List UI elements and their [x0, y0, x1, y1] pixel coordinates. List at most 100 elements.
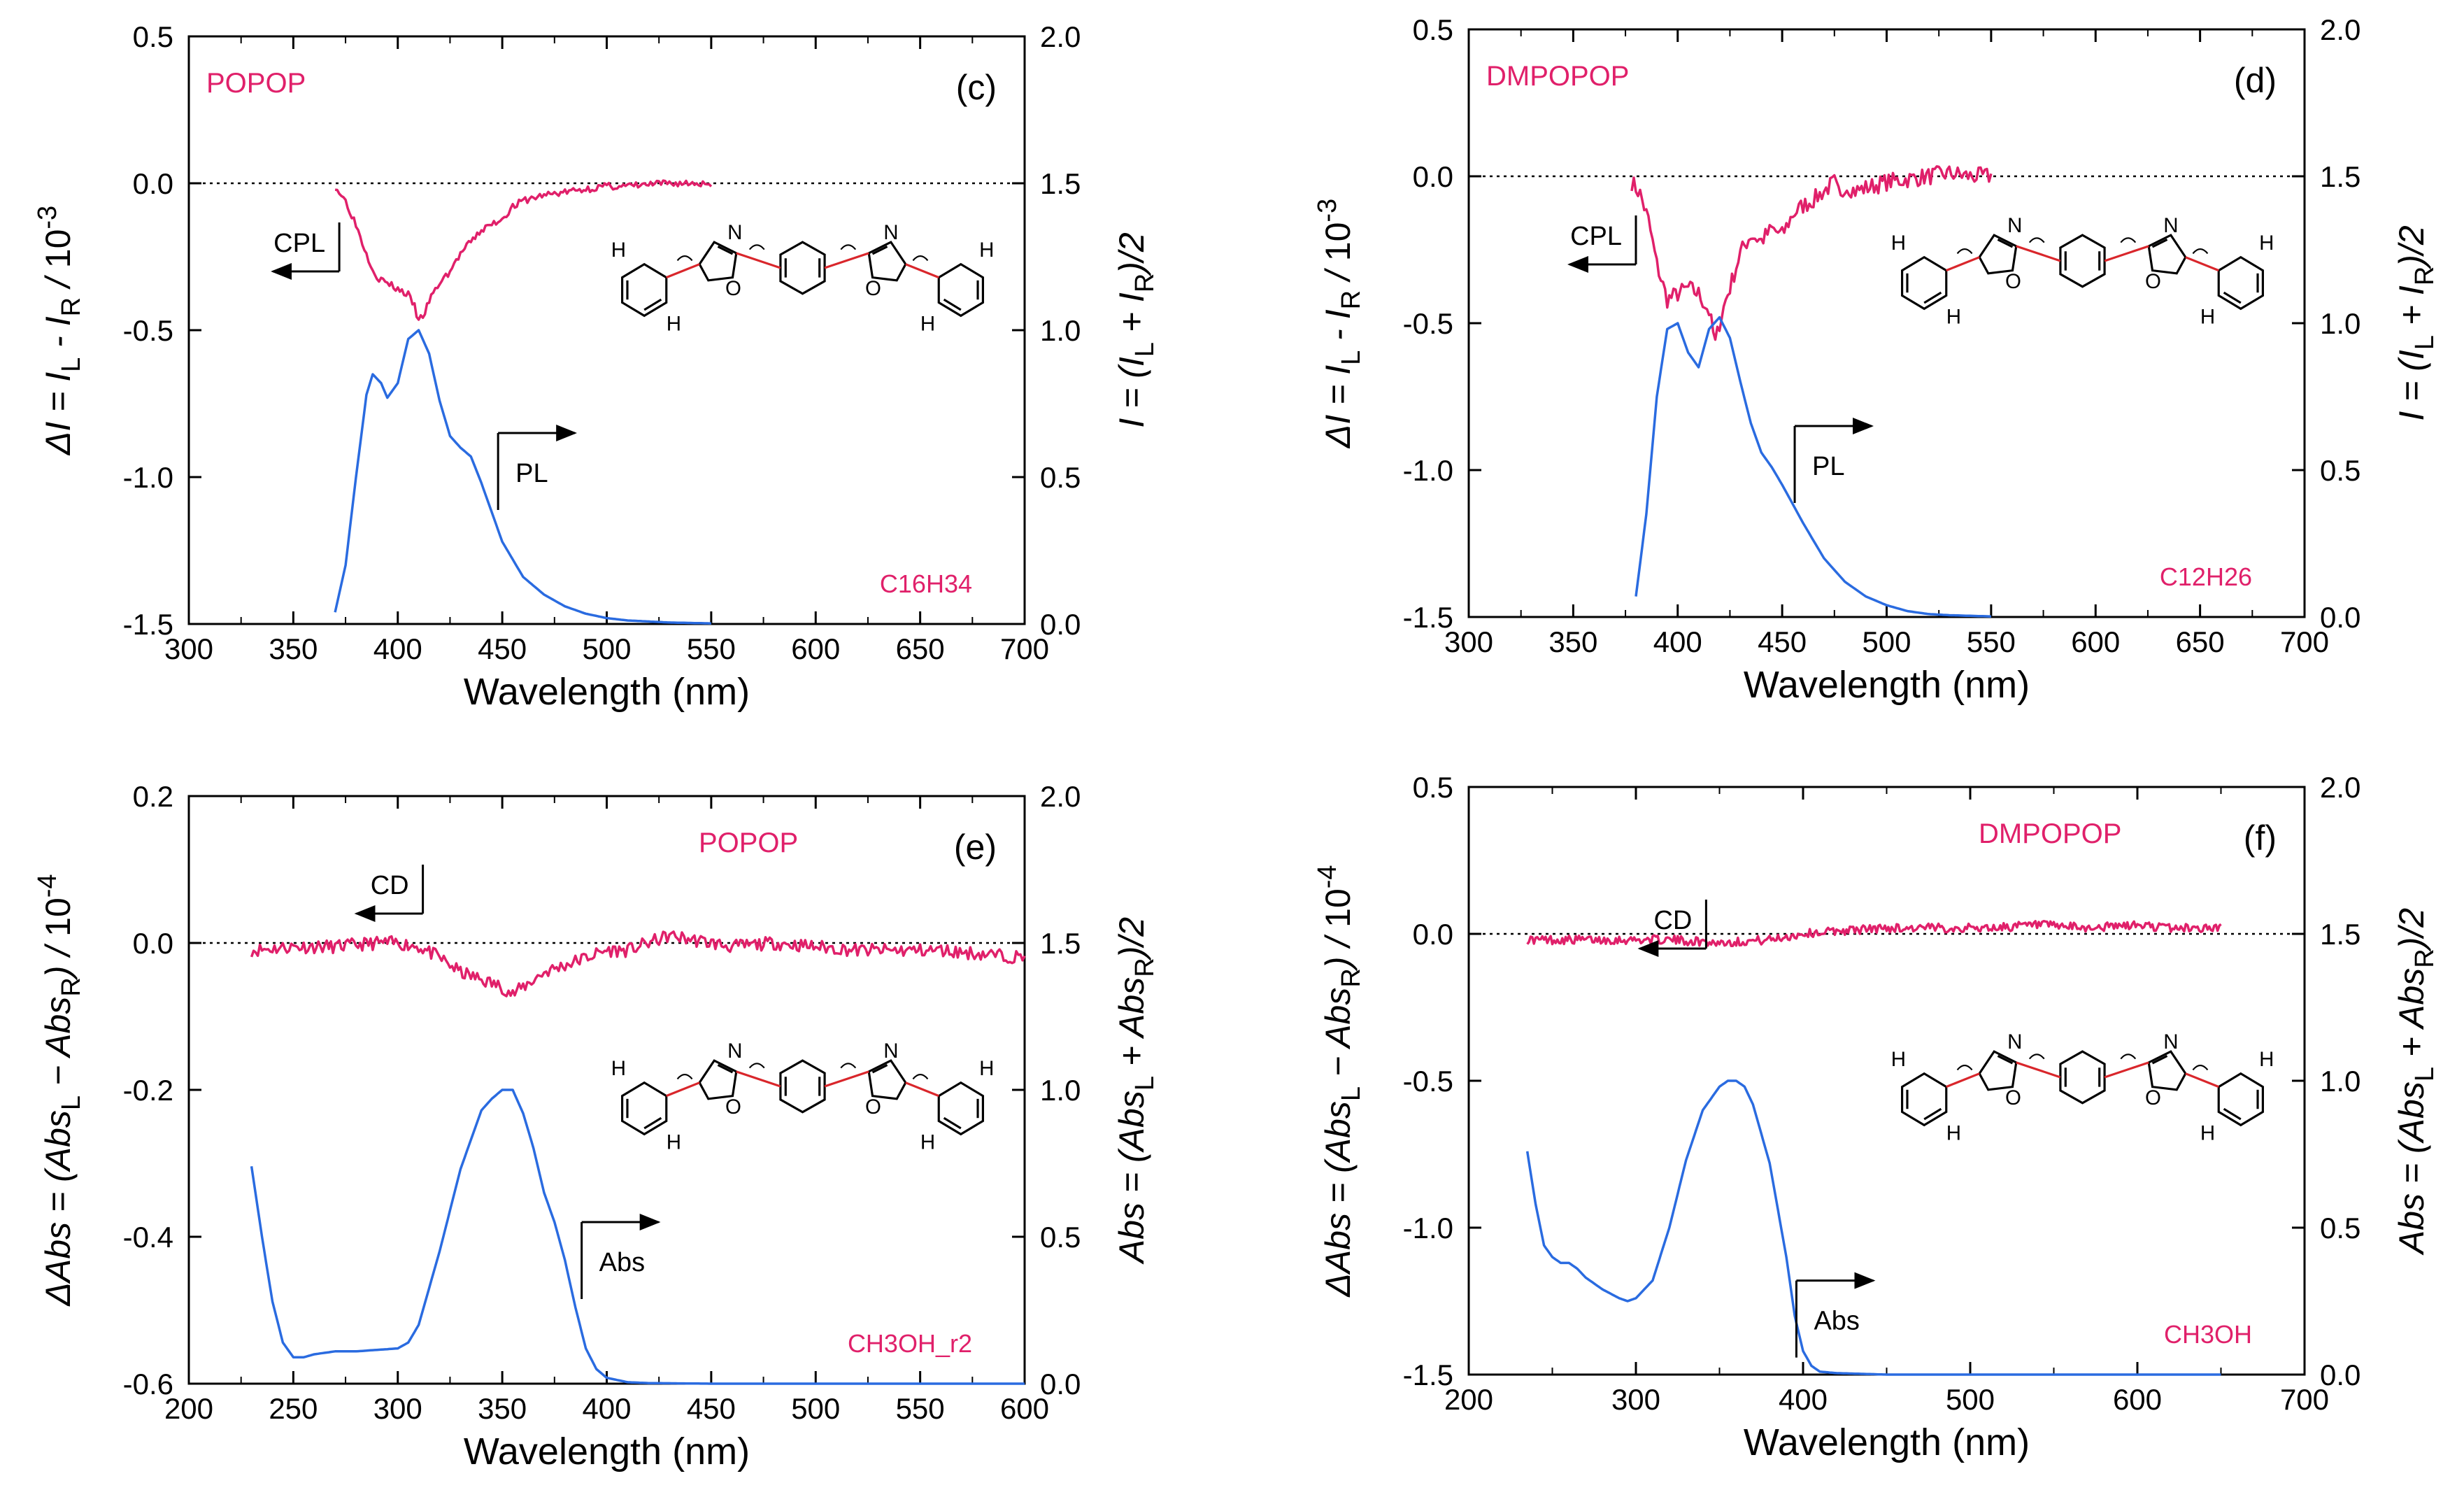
chart-panel-c: 300 350 400 450 500 550 600 650 700 0.5 0.0 -0.5 -1.…	[33, 20, 1160, 713]
plot-frame	[1467, 28, 2306, 618]
x-tick-label: 700	[2280, 625, 2329, 658]
y-left-axis-label: ΔAbs = (AbsL − AbsR) / 10-4	[1313, 865, 1366, 1297]
y-right-axis-label: Abs = (AbsL + AbsR)/2	[2392, 908, 2440, 1256]
chart-panel-e: 200 250 300 350 400 450 500 550 600 0.2 0.0 -0.2 -0.…	[33, 780, 1160, 1473]
panel-label: (c)	[956, 68, 997, 107]
y-left-tick-label: -1.0	[123, 461, 173, 494]
molecule-structure-image	[1890, 1029, 2276, 1147]
y-left-tick-label: 0.0	[133, 167, 173, 200]
left-axis-arrow: CD	[354, 865, 425, 922]
y-right-tick-label: 0.5	[2320, 1212, 2360, 1244]
y-left-tick-label: 0.2	[133, 780, 173, 813]
y-right-tick-label: 0.5	[2320, 454, 2360, 487]
x-tick-label: 700	[2280, 1383, 2329, 1416]
x-tick-label: 600	[2113, 1383, 2162, 1416]
solvent-label: CH3OH	[2164, 1320, 2252, 1349]
y-left-tick-label: -1.5	[123, 608, 173, 641]
x-axis-label: Wavelength (nm)	[1744, 1421, 2030, 1463]
left-axis-arrow: CPL	[1567, 215, 1637, 273]
x-tick-label: 500	[582, 632, 631, 665]
x-tick-label: 600	[1000, 1392, 1049, 1425]
y-left-tick-label: 0.5	[1413, 771, 1453, 804]
y-left-tick-label: -1.0	[1403, 1212, 1453, 1244]
y-left-tick-label: 0.0	[1413, 160, 1453, 193]
y-left-axis-label: ΔI = IL - IR / 10-3	[1313, 199, 1366, 448]
right-axis-arrow: PL	[497, 425, 578, 510]
x-tick-label: 300	[164, 632, 213, 665]
y-right-tick-label: 1.5	[2320, 918, 2360, 951]
series-cpl-line	[1630, 165, 1993, 341]
y-right-tick-label: 1.5	[1040, 927, 1081, 960]
right-arrow-label: PL	[1812, 452, 1844, 481]
chart-panel-f: 200 300 400 500 600 700 0.5 0.0 -0.5 -1.0 -1.5 2.0 1…	[1313, 771, 2440, 1463]
molecule-structure-image	[610, 220, 996, 337]
x-tick-label: 400	[1653, 625, 1702, 658]
right-axis-arrow: Abs	[581, 1214, 661, 1299]
x-tick-label: 400	[582, 1392, 631, 1425]
x-tick-label: 300	[1611, 1383, 1660, 1416]
y-right-tick-label: 0.0	[2320, 1358, 2360, 1391]
y-right-tick-label: 0.5	[1040, 1221, 1081, 1254]
y-right-tick-label: 0.0	[1040, 1368, 1081, 1400]
y-right-tick-label: 2.0	[2320, 771, 2360, 804]
right-arrow-label: Abs	[599, 1248, 645, 1277]
series-cpl-line	[334, 179, 713, 321]
solvent-label: C12H26	[2160, 562, 2252, 591]
compound-label: DMPOPOP	[1486, 61, 1629, 92]
x-tick-label: 450	[1758, 625, 1807, 658]
x-tick-label: 550	[896, 1392, 945, 1425]
y-right-tick-label: 0.0	[2320, 601, 2360, 634]
x-tick-label: 400	[1779, 1383, 1828, 1416]
y-right-tick-label: 2.0	[2320, 13, 2360, 46]
series-cd-line	[250, 930, 1026, 998]
compound-label: POPOP	[206, 68, 306, 99]
series-abs-line	[1525, 1079, 2221, 1376]
y-left-tick-label: -0.5	[1403, 307, 1453, 340]
solvent-label: C16H34	[880, 569, 972, 598]
x-tick-label: 450	[478, 632, 527, 665]
x-tick-label: 500	[791, 1392, 840, 1425]
left-arrow-label: CPL	[273, 229, 325, 258]
x-axis-label: Wavelength (nm)	[464, 671, 750, 713]
y-left-tick-label: -0.5	[1403, 1065, 1453, 1098]
left-axis-arrow: CD	[1637, 900, 1707, 957]
y-right-tick-label: 0.0	[1040, 608, 1081, 641]
y-right-tick-label: 2.0	[1040, 780, 1081, 813]
series-abs-line	[250, 1088, 1025, 1385]
series-pl-line	[334, 329, 711, 625]
left-arrow-label: CPL	[1570, 222, 1622, 251]
plot-frame	[187, 35, 1026, 625]
x-tick-label: 300	[373, 1392, 422, 1425]
y-left-tick-label: -0.2	[123, 1074, 173, 1107]
x-tick-label: 250	[269, 1392, 318, 1425]
compound-label: DMPOPOP	[1979, 818, 2121, 849]
y-right-axis-label: Abs = (AbsL + AbsR)/2	[1112, 917, 1160, 1265]
right-axis-arrow: PL	[1793, 418, 1874, 503]
y-right-tick-label: 0.5	[1040, 461, 1081, 494]
y-left-tick-label: 0.5	[1413, 13, 1453, 46]
x-tick-label: 350	[1548, 625, 1597, 658]
x-axis-label: Wavelength (nm)	[464, 1431, 750, 1473]
y-right-tick-label: 1.5	[1040, 167, 1081, 200]
y-left-tick-label: 0.0	[133, 927, 173, 960]
y-left-tick-label: 0.5	[133, 20, 173, 53]
panel-label: (d)	[2234, 61, 2277, 100]
y-left-tick-label: -0.6	[123, 1368, 173, 1400]
y-right-tick-label: 1.5	[2320, 160, 2360, 193]
y-left-tick-label: 0.0	[1413, 918, 1453, 951]
y-right-tick-label: 1.0	[1040, 314, 1081, 347]
left-arrow-label: CD	[1653, 906, 1692, 935]
compound-label: POPOP	[699, 828, 798, 858]
x-tick-label: 200	[164, 1392, 213, 1425]
solvent-label: CH3OH_r2	[848, 1329, 972, 1358]
y-right-tick-label: 1.0	[2320, 307, 2360, 340]
y-right-tick-label: 1.0	[1040, 1074, 1081, 1107]
y-right-tick-label: 1.0	[2320, 1065, 2360, 1098]
left-arrow-label: CD	[371, 871, 409, 900]
y-left-tick-label: -0.4	[123, 1221, 173, 1254]
x-tick-label: 650	[896, 632, 945, 665]
left-axis-arrow: CPL	[271, 222, 341, 280]
y-left-tick-label: -0.5	[123, 314, 173, 347]
chart-panel-d: 300 350 400 450 500 550 600 650 700 0.5 0.0 -0.5 -1.…	[1313, 13, 2440, 706]
